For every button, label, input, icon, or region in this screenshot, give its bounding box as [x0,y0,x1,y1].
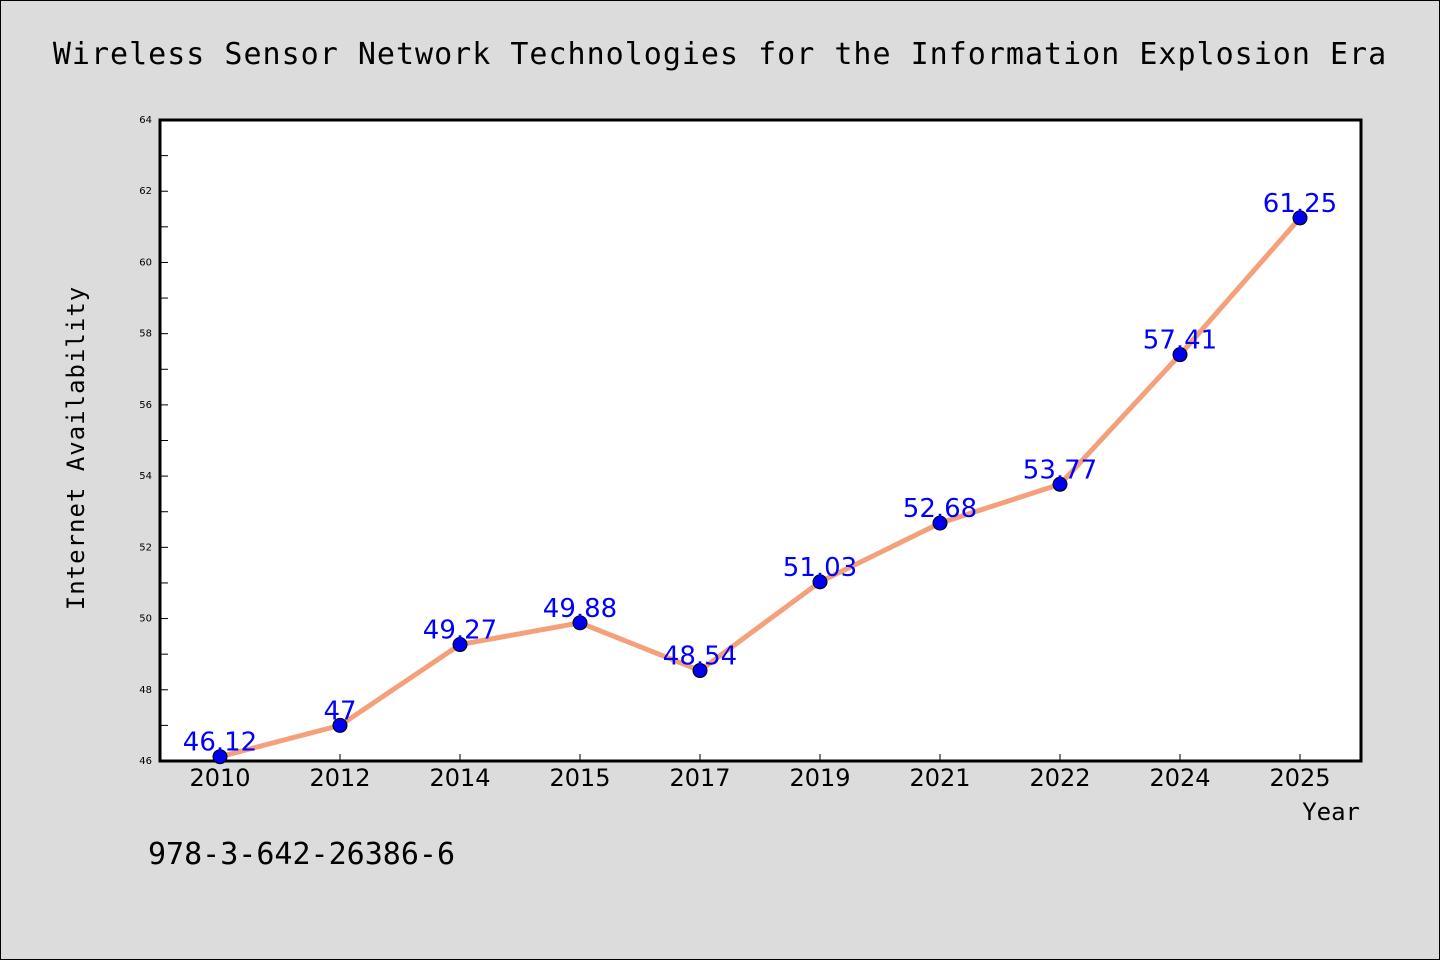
data-label: 52.68 [903,494,977,524]
y-tick-label: 46 [139,756,152,767]
data-point [332,717,348,733]
chart-title: Wireless Sensor Network Technologies for… [53,37,1387,72]
series-line [217,215,1303,760]
y-axis-label: Internet Availability [62,286,90,610]
data-point [692,663,708,679]
x-tick-label: 2015 [549,764,610,792]
data-point [572,615,588,631]
data-label: 49.88 [543,594,617,624]
data-point [1052,476,1068,492]
data-point [1172,347,1188,363]
x-tick-label: 2019 [789,764,850,792]
series-line-layer [217,215,1303,760]
y-tick-label: 60 [139,257,152,268]
x-axis: 2010 2012 2014 2015 2017 2019 2021 2022 2024 2025 [189,754,1331,792]
data-label: 53.77 [1023,455,1097,485]
marker-layer [212,210,1308,765]
y-tick-label: 58 [139,329,152,340]
x-tick-label: 2025 [1269,764,1330,792]
y-tick-label: 62 [139,186,152,197]
data-label: 47 [323,696,356,726]
data-label: 51.03 [783,553,857,583]
y-tick-label: 52 [139,542,152,553]
y-tick-label: 54 [139,471,152,482]
x-tick-label: 2014 [429,764,490,792]
y-tick-label: 64 [139,115,152,126]
data-label: 57.41 [1143,326,1217,356]
x-axis-label: Year [1302,798,1360,826]
x-tick-label: 2022 [1029,764,1090,792]
data-point [812,574,828,590]
plot-area [158,118,1363,763]
data-label: 48.54 [663,642,737,672]
x-tick-label: 2010 [189,764,250,792]
data-label: 49.27 [423,616,497,646]
data-label: 61.25 [1263,189,1337,219]
data-point [932,515,948,531]
x-tick-label: 2021 [909,764,970,792]
x-tick-label: 2012 [309,764,370,792]
y-tick-label: 48 [139,685,152,696]
x-tick-label: 2017 [669,764,730,792]
y-tick-label: 50 [139,614,152,625]
x-tick-label: 2024 [1149,764,1210,792]
data-point [212,749,228,765]
y-tick-label: 56 [139,400,152,411]
data-label: 46.12 [183,728,257,758]
data-point [452,637,468,653]
y-axis: 46 48 50 52 54 56 58 60 62 64 [139,115,168,767]
isbn-footer: 978-3-642-26386-6 [148,837,455,872]
data-point [1292,210,1308,226]
data-label-layer: 46.12 47 49.27 49.88 48.54 51.03 52.68 53.77 57.… [183,189,1337,758]
